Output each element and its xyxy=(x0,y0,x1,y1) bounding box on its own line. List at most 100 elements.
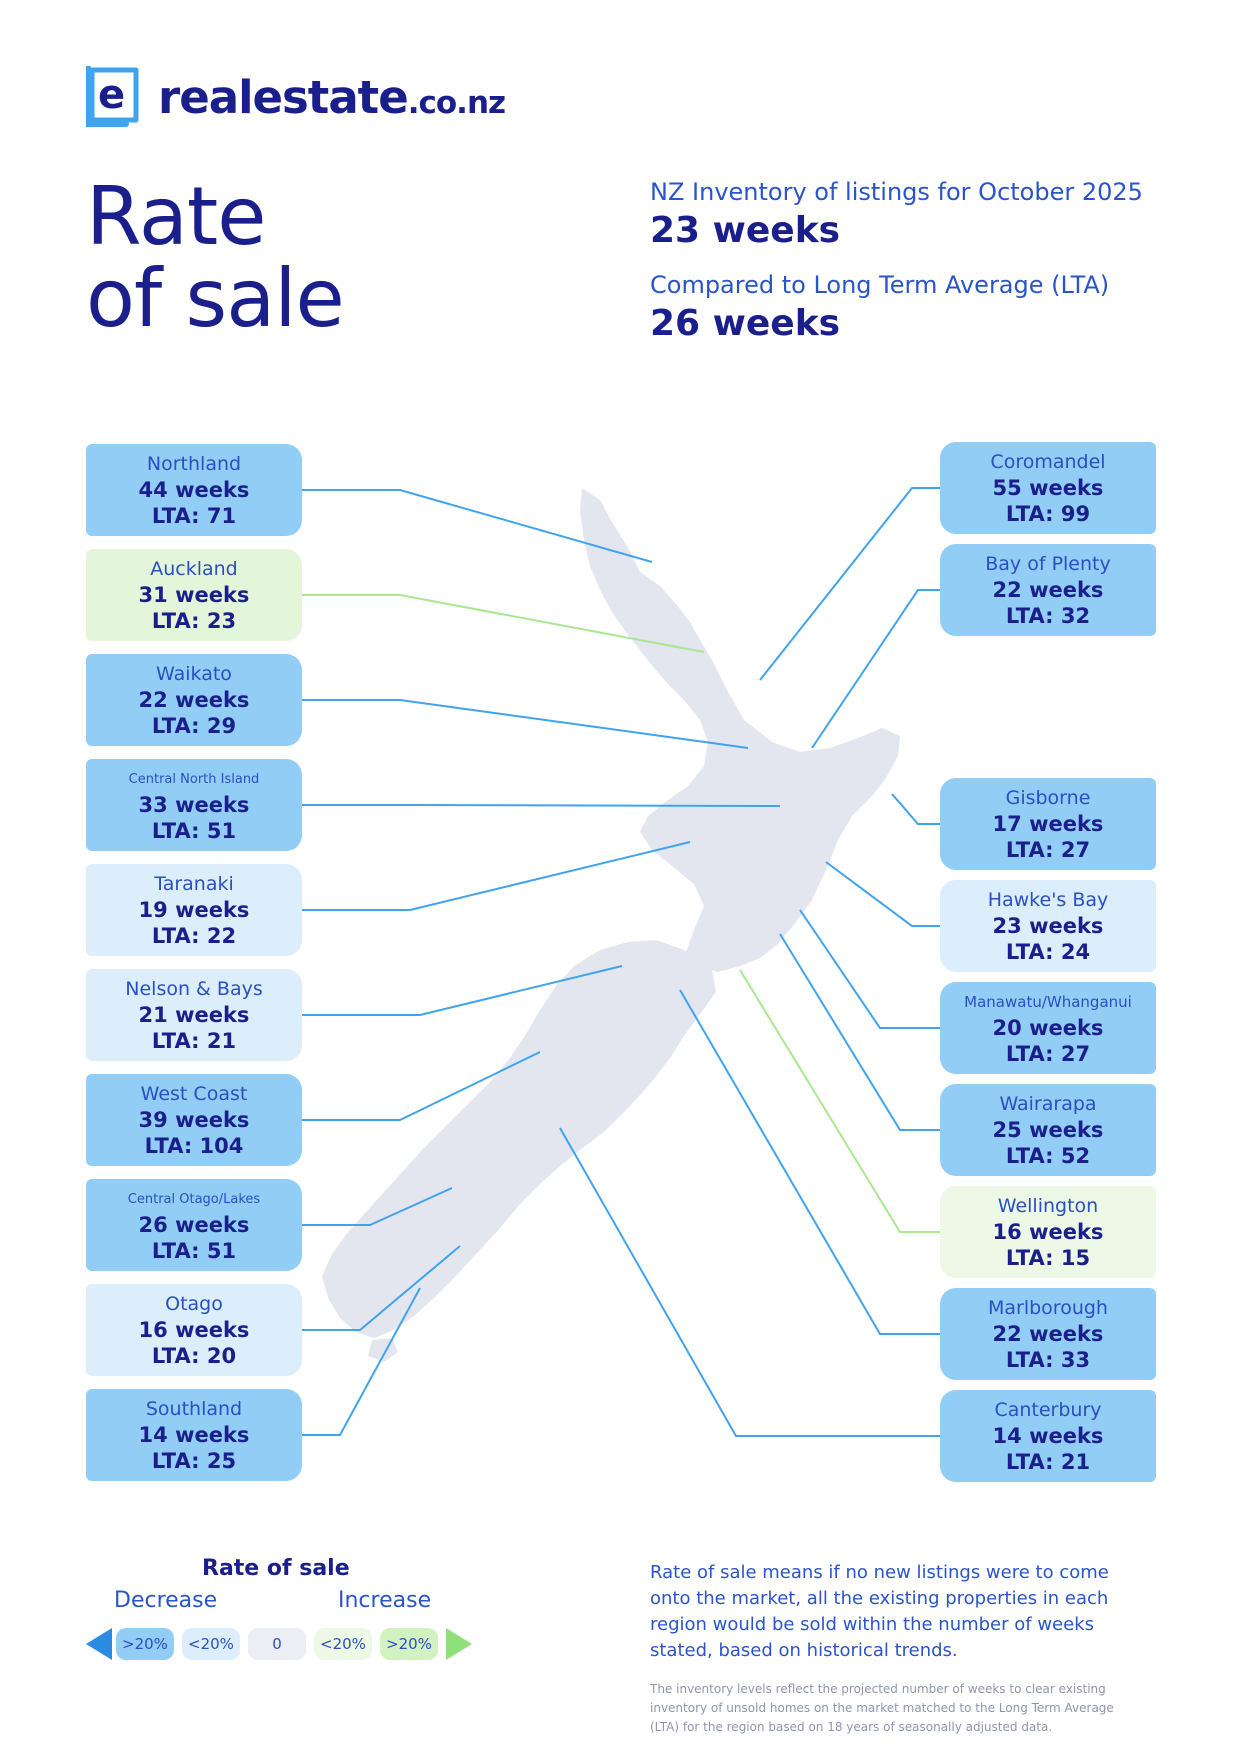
region-lta: LTA: 21 xyxy=(151,1028,237,1053)
region-lta: LTA: 51 xyxy=(151,1238,237,1263)
region-card-waikato: Waikato 22 weeks LTA: 29 xyxy=(86,654,302,746)
region-weeks: 20 weeks xyxy=(992,1015,1104,1040)
region-name: Manawatu/Whanganui xyxy=(964,992,1132,1011)
region-weeks: 44 weeks xyxy=(138,477,250,502)
region-lta: LTA: 27 xyxy=(1005,837,1091,862)
region-weeks: 16 weeks xyxy=(992,1219,1104,1244)
leader-line-coromandel xyxy=(759,487,940,681)
leader-line-wairarapa xyxy=(779,933,940,1131)
region-card-nelson-bays: Nelson & Bays 21 weeks LTA: 21 xyxy=(86,969,302,1061)
legend-title: Rate of sale xyxy=(202,1556,350,1581)
region-card-canterbury: Canterbury 14 weeks LTA: 21 xyxy=(940,1390,1156,1482)
region-name: Waikato xyxy=(156,662,232,685)
region-lta: LTA: 20 xyxy=(151,1343,237,1368)
region-card-auckland: Auckland 31 weeks LTA: 23 xyxy=(86,549,302,641)
region-name: Hawke's Bay xyxy=(987,888,1109,911)
inventory-label: NZ Inventory of listings for October 202… xyxy=(650,178,1143,206)
region-card-wairarapa: Wairarapa 25 weeks LTA: 52 xyxy=(940,1084,1156,1176)
logo-tld: .co.nz xyxy=(407,84,506,121)
region-weeks: 26 weeks xyxy=(138,1212,250,1237)
region-name: Nelson & Bays xyxy=(125,977,263,1000)
lta-label: Compared to Long Term Average (LTA) xyxy=(650,271,1110,299)
region-card-marlborough: Marlborough 22 weeks LTA: 33 xyxy=(940,1288,1156,1380)
region-name: Central North Island xyxy=(128,771,260,787)
region-name: Northland xyxy=(146,452,242,475)
legend-decrease-label: Decrease xyxy=(114,1588,218,1613)
region-name: Bay of Plenty xyxy=(985,552,1111,575)
region-name: Otago xyxy=(165,1292,223,1315)
region-weeks: 14 weeks xyxy=(138,1422,250,1447)
region-card-otago: Otago 16 weeks LTA: 20 xyxy=(86,1284,302,1376)
leader-line-otago xyxy=(302,1245,461,1331)
arrow-left-icon xyxy=(86,1628,112,1660)
leader-line-taranaki xyxy=(302,841,691,911)
legend-pill-increase-large: >20% xyxy=(380,1628,438,1660)
region-card-coromandel: Coromandel 55 weeks LTA: 99 xyxy=(940,442,1156,534)
leader-line-hawke-s-bay xyxy=(825,861,940,927)
logo-brand: realestate xyxy=(158,70,409,124)
region-weeks: 22 weeks xyxy=(992,1321,1104,1346)
region-weeks: 14 weeks xyxy=(992,1423,1104,1448)
region-name: Marlborough xyxy=(988,1296,1108,1319)
inventory-value: 23 weeks xyxy=(650,210,841,251)
legend-increase-label: Increase xyxy=(338,1588,432,1613)
title-line-2: of sale xyxy=(86,252,345,345)
note-main: Rate of sale means if no new listings we… xyxy=(650,1562,1109,1661)
region-weeks: 31 weeks xyxy=(138,582,250,607)
lta-value: 26 weeks xyxy=(650,303,841,344)
region-name: Wellington xyxy=(997,1194,1099,1217)
leader-line-marlborough xyxy=(679,989,940,1335)
leader-line-southland xyxy=(302,1287,421,1436)
legend-pill-increase-small: <20% xyxy=(314,1628,372,1660)
legend-pill-decrease-small: <20% xyxy=(182,1628,240,1660)
title-line-1: Rate xyxy=(86,170,266,263)
region-weeks: 17 weeks xyxy=(992,811,1104,836)
region-card-wellington: Wellington 16 weeks LTA: 15 xyxy=(940,1186,1156,1278)
explanation-note: Rate of sale means if no new listings we… xyxy=(650,1560,1140,1737)
region-lta: LTA: 24 xyxy=(1005,939,1091,964)
region-card-bay-of-plenty: Bay of Plenty 22 weeks LTA: 32 xyxy=(940,544,1156,636)
logo-text: realestate.co.nz xyxy=(158,70,506,124)
region-lta: LTA: 71 xyxy=(151,503,237,528)
leader-line-central-otago-lakes xyxy=(302,1187,453,1226)
region-lta: LTA: 33 xyxy=(1005,1347,1091,1372)
region-name: Coromandel xyxy=(990,450,1106,473)
note-small: The inventory levels reflect the project… xyxy=(650,1682,1114,1734)
logo-mark-icon: e xyxy=(85,65,144,128)
region-name: Auckland xyxy=(150,557,238,580)
region-name: Wairarapa xyxy=(999,1092,1097,1115)
svg-text:e: e xyxy=(98,72,125,118)
leader-line-auckland xyxy=(302,594,705,653)
region-card-central-north-island: Central North Island 33 weeks LTA: 51 xyxy=(86,759,302,851)
region-card-southland: Southland 14 weeks LTA: 25 xyxy=(86,1389,302,1481)
region-lta: LTA: 99 xyxy=(1005,501,1091,526)
region-card-central-otago-lakes: Central Otago/Lakes 26 weeks LTA: 51 xyxy=(86,1179,302,1271)
region-name: West Coast xyxy=(140,1082,248,1105)
leader-line-bay-of-plenty xyxy=(811,589,940,749)
region-lta: LTA: 15 xyxy=(1005,1245,1091,1270)
region-lta: LTA: 51 xyxy=(151,818,237,843)
region-name: Gisborne xyxy=(1005,786,1091,809)
leader-line-central-north-island xyxy=(302,804,781,807)
region-weeks: 21 weeks xyxy=(138,1002,250,1027)
region-lta: LTA: 23 xyxy=(151,608,237,633)
leader-line-nelson-bays xyxy=(302,965,623,1016)
leader-line-northland xyxy=(302,489,653,563)
region-card-hawke-s-bay: Hawke's Bay 23 weeks LTA: 24 xyxy=(940,880,1156,972)
realestate-logo[interactable]: e realestate.co.nz xyxy=(85,65,506,128)
leader-line-canterbury xyxy=(559,1127,940,1437)
region-name: Southland xyxy=(145,1397,243,1420)
leader-line-manawatu-whanganui xyxy=(799,909,940,1029)
region-lta: LTA: 29 xyxy=(151,713,237,738)
region-lta: LTA: 104 xyxy=(144,1133,244,1158)
leader-line-gisborne xyxy=(891,793,940,825)
region-card-gisborne: Gisborne 17 weeks LTA: 27 xyxy=(940,778,1156,870)
leader-line-west-coast xyxy=(302,1051,541,1121)
region-name: Taranaki xyxy=(154,872,234,895)
region-weeks: 39 weeks xyxy=(138,1107,250,1132)
region-weeks: 22 weeks xyxy=(992,577,1104,602)
region-lta: LTA: 32 xyxy=(1005,603,1091,628)
region-name: Central Otago/Lakes xyxy=(127,1191,261,1207)
region-lta: LTA: 52 xyxy=(1005,1143,1091,1168)
north-island-shape xyxy=(580,488,900,972)
